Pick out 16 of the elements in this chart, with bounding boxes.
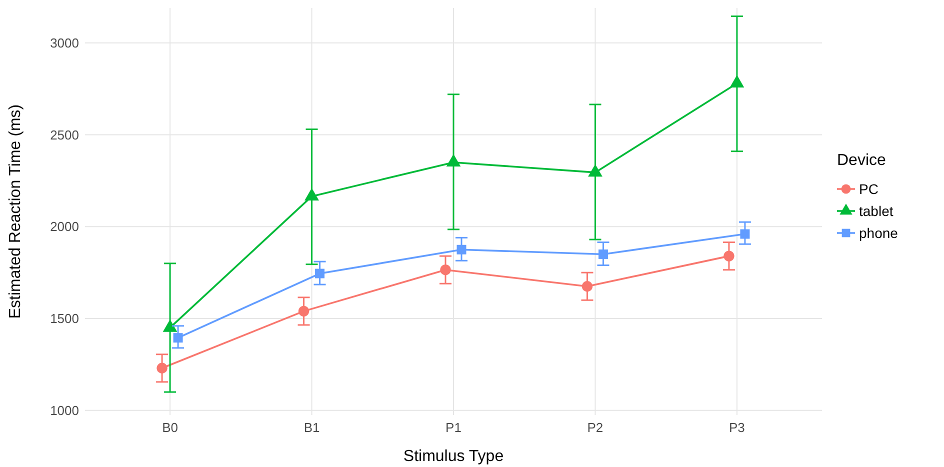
x-axis-title: Stimulus Type <box>403 448 504 465</box>
y-tick-label: 1000 <box>50 402 79 418</box>
x-tick-label: P1 <box>446 420 462 435</box>
y-tick-label: 2000 <box>50 219 79 234</box>
legend-label: phone <box>859 224 898 241</box>
y-tick-label: 2500 <box>50 127 79 142</box>
legend-label: PC <box>859 180 878 197</box>
x-tick-label: P2 <box>587 420 604 435</box>
legend-label: tablet <box>859 202 894 219</box>
y-axis-title: Estimated Reaction Time (ms) <box>7 104 24 319</box>
y-tick-label: 3000 <box>50 35 79 50</box>
legend-title: Device <box>837 152 886 169</box>
x-tick-label: B0 <box>162 420 178 435</box>
y-tick-label: 1500 <box>50 311 79 326</box>
x-tick-label: P3 <box>729 420 745 435</box>
x-tick-label: B1 <box>304 420 320 435</box>
